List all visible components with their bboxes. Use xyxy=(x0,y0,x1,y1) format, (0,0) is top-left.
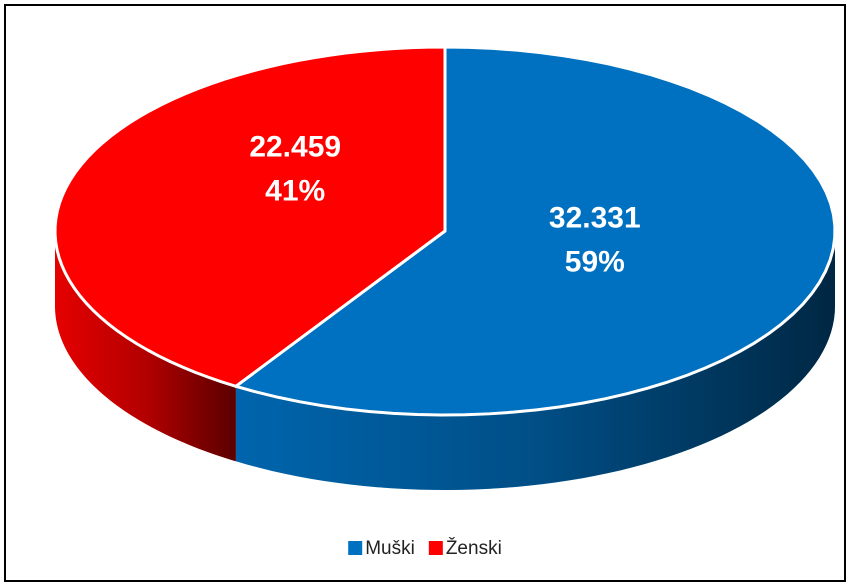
slice xyxy=(234,45,837,417)
percent-label: 59% xyxy=(565,245,625,278)
pie: 32.331 59% 22.459 41% xyxy=(53,45,837,490)
legend-swatch xyxy=(348,541,363,555)
value-label: 32.331 xyxy=(549,201,641,234)
legend-item: Ženski xyxy=(428,537,502,559)
legend: Muški Ženski xyxy=(348,537,502,559)
slice-side-shade xyxy=(235,231,836,490)
slice xyxy=(53,45,447,388)
legend-item: Muški xyxy=(348,538,415,559)
legend-label: Muški xyxy=(365,538,415,559)
slice-side-shade xyxy=(55,231,236,462)
legend-swatch xyxy=(428,541,443,555)
percent-label: 41% xyxy=(265,174,325,207)
value-label: 22.459 xyxy=(249,130,341,163)
legend-label: Ženski xyxy=(446,537,502,559)
